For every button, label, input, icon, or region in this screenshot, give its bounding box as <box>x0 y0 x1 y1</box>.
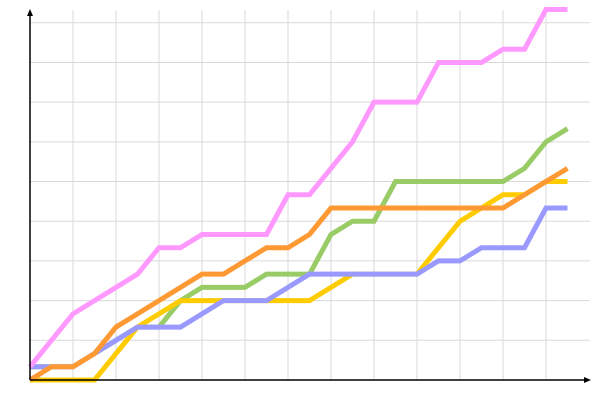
axes <box>27 9 591 383</box>
y-axis-arrow-icon <box>27 9 33 16</box>
series-line-3 <box>30 205 568 370</box>
series-group <box>28 7 569 383</box>
x-axis-arrow-icon <box>584 377 591 383</box>
series-line-5 <box>28 7 568 369</box>
series-line-4 <box>28 166 569 383</box>
